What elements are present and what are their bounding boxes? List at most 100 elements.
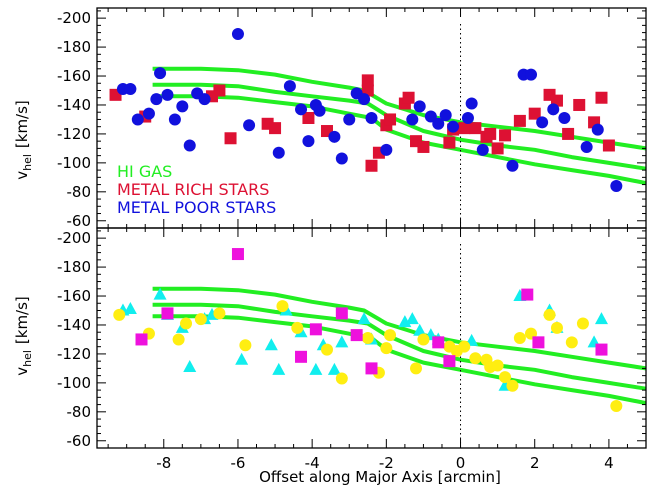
square-marker	[513, 114, 526, 127]
circle-marker	[365, 112, 378, 124]
y-axis-label-main: v	[13, 171, 31, 180]
circle-marker	[172, 333, 185, 346]
triangle-marker	[272, 362, 286, 375]
y-tick-label: -60	[67, 212, 92, 230]
square-marker	[365, 362, 378, 375]
square-marker	[161, 307, 174, 320]
circle-marker	[550, 321, 563, 334]
y-tick-label: -120	[57, 345, 91, 363]
circle-marker	[565, 336, 578, 349]
circle-marker	[506, 379, 519, 392]
square-marker	[135, 333, 148, 346]
circle-marker	[380, 143, 393, 156]
square-marker	[469, 122, 482, 135]
y-tick-label: -160	[57, 287, 91, 305]
x-tick-label: -6	[230, 454, 245, 472]
circle-marker	[243, 119, 256, 132]
triangle-marker	[405, 312, 419, 325]
circle-marker	[506, 159, 519, 172]
x-tick-label: -4	[305, 454, 320, 472]
circle-marker	[231, 28, 244, 41]
square-marker	[295, 350, 308, 363]
circle-marker	[525, 68, 538, 81]
y-tick-label: -160	[57, 67, 91, 85]
square-marker	[417, 140, 430, 153]
circle-marker	[358, 93, 371, 106]
x-tick-label: 2	[530, 454, 540, 472]
y-tick-label: -140	[57, 316, 91, 334]
x-tick-label: -8	[156, 454, 171, 472]
square-marker	[350, 329, 363, 342]
square-marker	[443, 355, 456, 368]
circle-marker	[335, 152, 348, 165]
y-axis-label-top: vhel [km/s]	[13, 100, 34, 180]
circle-marker	[558, 112, 571, 124]
circle-marker	[580, 140, 593, 153]
square-marker	[269, 122, 282, 135]
square-marker	[595, 91, 608, 104]
hi-gas-curve	[152, 286, 647, 371]
circle-marker	[576, 317, 589, 330]
square-marker	[602, 139, 615, 152]
circle-marker	[432, 117, 445, 130]
circle-marker	[313, 104, 326, 117]
square-marker	[573, 98, 586, 111]
circle-marker	[150, 93, 163, 106]
circle-marker	[320, 343, 333, 356]
circle-marker	[176, 100, 189, 113]
svg-text:vhel[km/s]: vhel [km/s]	[13, 296, 34, 376]
circle-marker	[198, 93, 211, 106]
y-tick-label: -120	[57, 125, 91, 143]
square-marker	[532, 336, 545, 349]
square-marker	[384, 113, 397, 126]
hi-gas-curve	[152, 66, 647, 151]
y-tick-label: -200	[57, 9, 91, 27]
square-marker	[521, 288, 534, 301]
y-tick-label: -100	[57, 374, 91, 392]
square-marker	[365, 159, 378, 172]
y-tick-label: -80	[67, 403, 92, 421]
circle-marker	[499, 371, 512, 384]
circle-marker	[283, 80, 296, 93]
square-marker	[302, 112, 315, 124]
triangle-marker	[413, 323, 427, 336]
circle-marker	[213, 307, 226, 320]
circle-marker	[610, 400, 623, 413]
square-marker	[231, 248, 244, 261]
circle-marker	[183, 139, 196, 152]
y-axis-label-main: v	[13, 367, 31, 376]
circle-marker	[154, 67, 167, 80]
circle-marker	[361, 332, 374, 344]
circle-marker	[239, 339, 252, 352]
circle-marker	[131, 113, 144, 126]
square-marker	[595, 343, 608, 356]
circle-marker	[328, 130, 341, 143]
y-tick-label: -100	[57, 154, 91, 172]
circle-marker	[124, 83, 137, 96]
square-marker	[224, 132, 237, 145]
triangle-marker	[264, 338, 278, 351]
circle-marker	[536, 116, 549, 129]
circle-marker	[161, 88, 174, 101]
triangle-marker	[183, 359, 197, 372]
y-tick-label: -180	[57, 258, 91, 276]
y-axis-label-bottom: vhel [km/s]	[13, 296, 34, 376]
y-tick-label: -180	[57, 38, 91, 56]
circle-marker	[543, 308, 556, 321]
square-marker	[335, 307, 348, 320]
triangle-marker	[235, 352, 249, 365]
circle-marker	[302, 135, 315, 148]
y-tick-label: -60	[67, 432, 92, 450]
circle-marker	[295, 103, 308, 116]
y-axis-label-units: [km/s]	[13, 296, 31, 344]
circle-marker	[142, 107, 155, 120]
legend-entry: METAL POOR STARS	[117, 198, 276, 217]
x-axis-label: Offset along Major Axis [arcmin]	[259, 468, 501, 486]
square-marker	[402, 91, 415, 104]
circle-marker	[439, 109, 452, 122]
y-tick-label: -140	[57, 96, 91, 114]
circle-marker	[417, 333, 430, 346]
circle-marker	[413, 100, 426, 113]
